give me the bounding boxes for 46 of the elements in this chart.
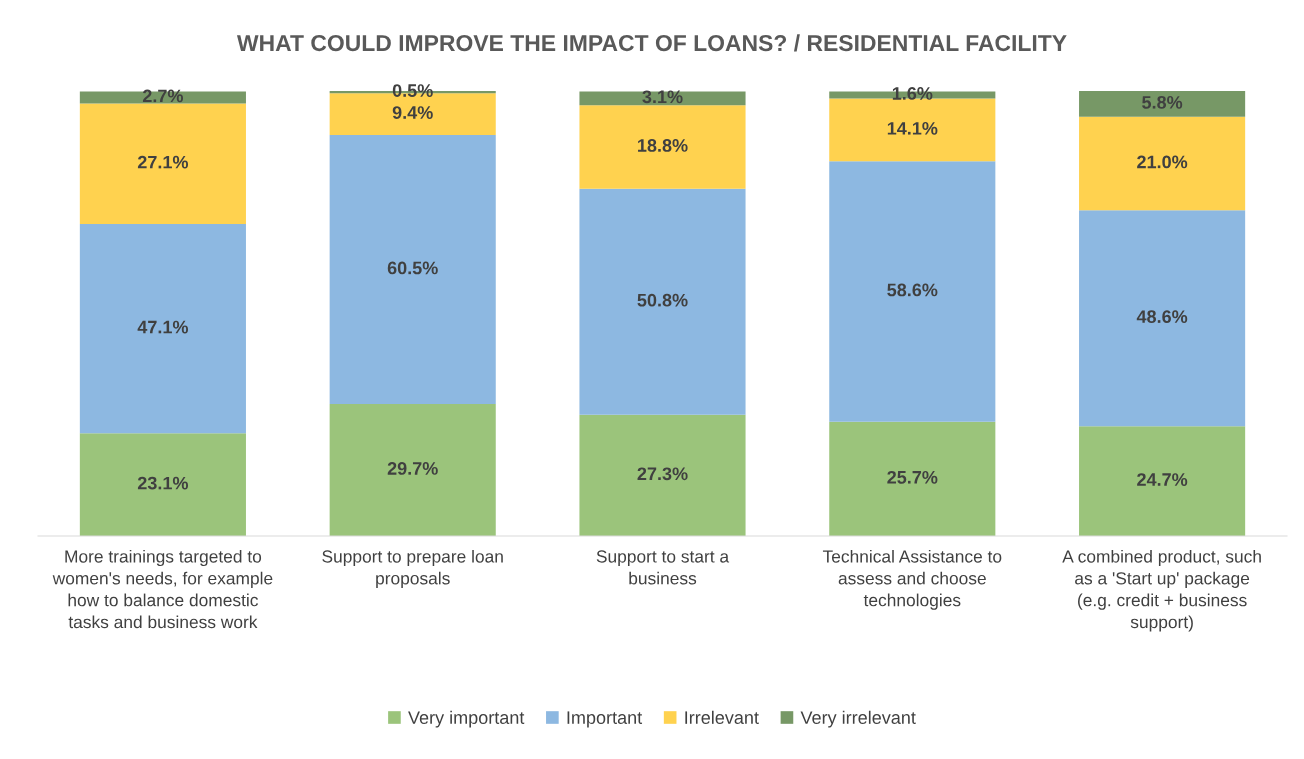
data-label: 2.7% (142, 89, 183, 103)
data-label: 48.6% (1136, 310, 1188, 324)
x-tick-label: Support to prepare loan proposals (322, 549, 503, 588)
x-tick-label: Support to start a business (596, 550, 730, 585)
bar (829, 161, 996, 422)
legend-label: Important (567, 711, 643, 728)
data-label: 60.5% (387, 261, 438, 275)
data-label: 50.8% (637, 293, 688, 307)
bar (79, 433, 246, 536)
bar (579, 105, 746, 189)
bar (1079, 91, 1246, 117)
data-label: 24.7% (1137, 473, 1188, 486)
data-label: 0.5% (392, 84, 433, 97)
bar (829, 421, 996, 536)
bar (579, 91, 746, 106)
x-tick-label: Technical Assistance to assess and choose technologies (822, 549, 1002, 610)
bar (79, 223, 246, 434)
x-tick-label: A combined product, such as a 'Start up' package (e.g. credit + business support) (1062, 549, 1261, 632)
legend-label: Very irrelevant (800, 710, 916, 728)
legend-label: Very important (408, 710, 525, 728)
data-label: 3.1% (642, 90, 683, 104)
bar (579, 188, 746, 415)
data-label: 21.0% (1137, 155, 1188, 169)
data-label: 25.7% (887, 470, 938, 484)
bar (829, 98, 996, 162)
x-tick-label: More trainings targeted to women's needs, for example how to balance domestic tasks and business work (52, 549, 273, 629)
bar (329, 403, 496, 536)
data-label: 27.3% (637, 467, 688, 481)
bar (329, 135, 496, 404)
bar (1079, 210, 1246, 427)
data-label: 23.1% (137, 476, 189, 490)
data-label: 14.1% (887, 122, 938, 135)
legend-label: Irrelevant (685, 710, 759, 724)
bar (1079, 116, 1246, 211)
data-label: 58.6% (887, 283, 938, 297)
chart-title: WHAT COULD IMPROVE THE IMPACT OF LOANS? / RESIDENTIAL FACILITY (236, 34, 1067, 52)
data-label: 5.8% (1142, 95, 1183, 109)
data-label: 27.1% (137, 155, 189, 169)
bar (79, 103, 246, 224)
data-label: 29.7% (387, 462, 438, 475)
bar (79, 91, 246, 104)
data-label: 18.8% (638, 139, 688, 152)
bar (1079, 426, 1246, 536)
data-label: 9.4% (392, 106, 433, 119)
data-label: 47.1% (137, 320, 189, 334)
bar (579, 414, 746, 536)
